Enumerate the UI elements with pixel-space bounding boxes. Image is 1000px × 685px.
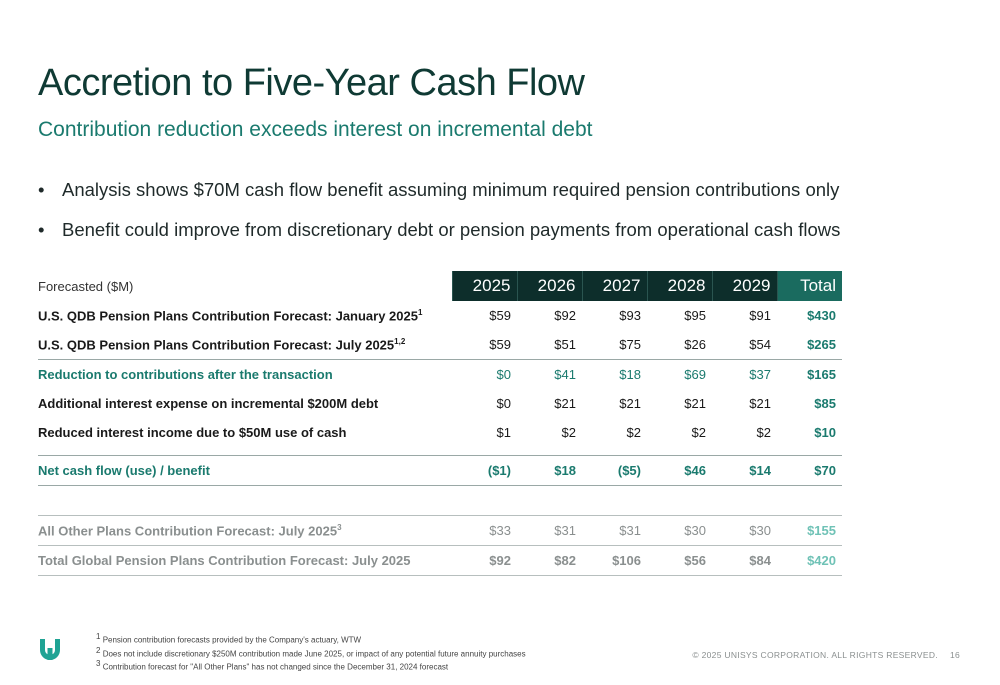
table-cell: $54 <box>749 337 771 352</box>
table-cell-total: $265 <box>807 337 836 352</box>
row-label: Reduction to contributions after the tra… <box>38 359 452 389</box>
table-cell: $59 <box>489 337 511 352</box>
table-cell: $0 <box>496 396 511 411</box>
row-label: U.S. QDB Pension Plans Contribution Fore… <box>38 307 423 324</box>
table-cell: $31 <box>582 515 647 546</box>
table-cell: $21 <box>619 396 641 411</box>
column-header-total: Total <box>776 271 842 301</box>
row-label: Total Global Pension Plans Contribution … <box>38 545 452 576</box>
table-cell-total: $165 <box>777 359 842 389</box>
table-cell-total: $85 <box>814 396 836 411</box>
table-cell: $30 <box>712 515 777 546</box>
table-cell-total: $420 <box>777 545 842 576</box>
copyright-text: © 2025 UNISYS CORPORATION. ALL RIGHTS RE… <box>692 650 938 660</box>
table-cell-total: $10 <box>814 425 836 440</box>
table-row: Reduced interest income due to $50M use … <box>38 418 842 447</box>
table-cell: $41 <box>517 359 582 389</box>
table-cell: ($1) <box>452 455 517 486</box>
table-row: All Other Plans Contribution Forecast: J… <box>38 515 842 546</box>
row-label: Net cash flow (use) / benefit <box>38 455 452 486</box>
table-row: U.S. QDB Pension Plans Contribution Fore… <box>38 330 842 360</box>
table-cell-total: $430 <box>807 308 836 323</box>
table-cell: $21 <box>684 396 706 411</box>
table-cell: $21 <box>749 396 771 411</box>
table-cell: $56 <box>647 545 712 576</box>
table-cell: $84 <box>712 545 777 576</box>
table-caption: Forecasted ($M) <box>38 278 134 294</box>
table-header-row: Forecasted ($M) 2025 2026 2027 2028 2029… <box>38 271 842 301</box>
bullet-item: • Analysis shows $70M cash flow benefit a… <box>38 179 840 200</box>
page-subtitle: Contribution reduction exceeds interest … <box>38 118 593 141</box>
table-cell: $14 <box>712 455 777 486</box>
column-header: 2028 <box>646 271 712 301</box>
column-header: 2029 <box>711 271 777 301</box>
table-cell: ($5) <box>582 455 647 486</box>
table-cell: $2 <box>626 425 641 440</box>
column-header: 2025 <box>451 271 517 301</box>
footnotes: 1 Pension contribution forecasts provide… <box>96 632 526 673</box>
table-spacer <box>38 486 842 516</box>
table-row: U.S. QDB Pension Plans Contribution Fore… <box>38 301 842 330</box>
table-cell: $106 <box>582 545 647 576</box>
cash-flow-table: Forecasted ($M) 2025 2026 2027 2028 2029… <box>38 271 842 576</box>
table-row: Additional interest expense on increment… <box>38 389 842 418</box>
table-cell: $33 <box>452 515 517 546</box>
table-cell: $30 <box>647 515 712 546</box>
table-cell: $21 <box>554 396 576 411</box>
footnote: 2 Does not include discretionary $250M c… <box>96 645 526 659</box>
table-cell: $91 <box>749 308 771 323</box>
table-row: Total Global Pension Plans Contribution … <box>38 545 842 576</box>
table-cell-total: $70 <box>777 455 842 486</box>
table-cell: $92 <box>452 545 517 576</box>
table-spacer <box>38 447 842 456</box>
table-cell: $59 <box>489 308 511 323</box>
bullet-item: • Benefit could improve from discretionar… <box>38 219 841 240</box>
table-cell: $93 <box>619 308 641 323</box>
table-cell: $1 <box>496 425 511 440</box>
table-cell: $82 <box>517 545 582 576</box>
row-label: Reduced interest income due to $50M use … <box>38 425 347 440</box>
table-cell: $2 <box>561 425 576 440</box>
row-label: All Other Plans Contribution Forecast: J… <box>38 515 452 546</box>
table-cell: $2 <box>756 425 771 440</box>
table-cell: $75 <box>619 337 641 352</box>
page-number: 16 <box>949 650 960 660</box>
row-label: Additional interest expense on increment… <box>38 396 379 411</box>
table-cell: $18 <box>582 359 647 389</box>
bullet-text: Analysis shows $70M cash flow benefit as… <box>62 179 840 200</box>
table-cell: $18 <box>517 455 582 486</box>
table-cell: $46 <box>647 455 712 486</box>
table-cell: $51 <box>554 337 576 352</box>
unisys-logo-icon <box>40 639 60 660</box>
page-title: Accretion to Five-Year Cash Flow <box>38 62 585 104</box>
table-cell: $2 <box>691 425 706 440</box>
bullet-list: • Analysis shows $70M cash flow benefit a… <box>38 178 840 258</box>
table-cell: $0 <box>452 359 517 389</box>
table-cell: $31 <box>517 515 582 546</box>
table-cell-total: $155 <box>777 515 842 546</box>
row-label: U.S. QDB Pension Plans Contribution Fore… <box>38 336 406 353</box>
table-cell: $92 <box>554 308 576 323</box>
table-cell: $95 <box>684 308 706 323</box>
table-row: Reduction to contributions after the tra… <box>38 359 842 389</box>
table-cell: $69 <box>647 359 712 389</box>
column-header: 2026 <box>516 271 582 301</box>
table-cell: $37 <box>712 359 777 389</box>
bullet-text: Benefit could improve from discretionary… <box>62 219 841 240</box>
column-header: 2027 <box>581 271 647 301</box>
net-cash-flow-row: Net cash flow (use) / benefit ($1) $18 (… <box>38 455 842 486</box>
footnote: 3 Contribution forecast for "All Other P… <box>96 659 449 672</box>
copyright: © 2025 UNISYS CORPORATION. ALL RIGHTS RE… <box>692 650 960 660</box>
table-cell: $26 <box>684 337 706 352</box>
footnote: 1 Pension contribution forecasts provide… <box>96 632 362 645</box>
